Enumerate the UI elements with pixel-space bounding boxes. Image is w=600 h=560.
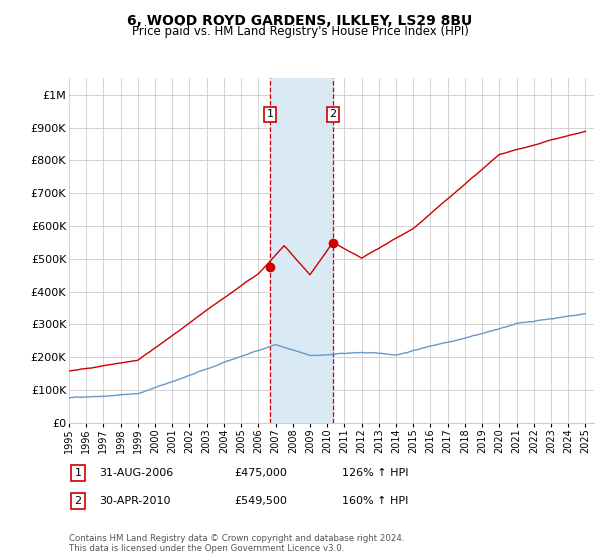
Text: 2: 2 bbox=[329, 110, 337, 119]
Text: 6, WOOD ROYD GARDENS, ILKLEY, LS29 8BU: 6, WOOD ROYD GARDENS, ILKLEY, LS29 8BU bbox=[127, 14, 473, 28]
Text: £549,500: £549,500 bbox=[234, 496, 287, 506]
Text: 160% ↑ HPI: 160% ↑ HPI bbox=[342, 496, 409, 506]
Text: £475,000: £475,000 bbox=[234, 468, 287, 478]
Bar bbox=[270, 78, 333, 423]
Text: 30-APR-2010: 30-APR-2010 bbox=[99, 496, 170, 506]
Text: Price paid vs. HM Land Registry's House Price Index (HPI): Price paid vs. HM Land Registry's House … bbox=[131, 25, 469, 38]
Text: 1: 1 bbox=[74, 468, 82, 478]
Text: 2: 2 bbox=[74, 496, 82, 506]
Text: 1: 1 bbox=[266, 110, 274, 119]
Text: 31-AUG-2006: 31-AUG-2006 bbox=[99, 468, 173, 478]
Text: 126% ↑ HPI: 126% ↑ HPI bbox=[342, 468, 409, 478]
Text: Contains HM Land Registry data © Crown copyright and database right 2024.
This d: Contains HM Land Registry data © Crown c… bbox=[69, 534, 404, 553]
